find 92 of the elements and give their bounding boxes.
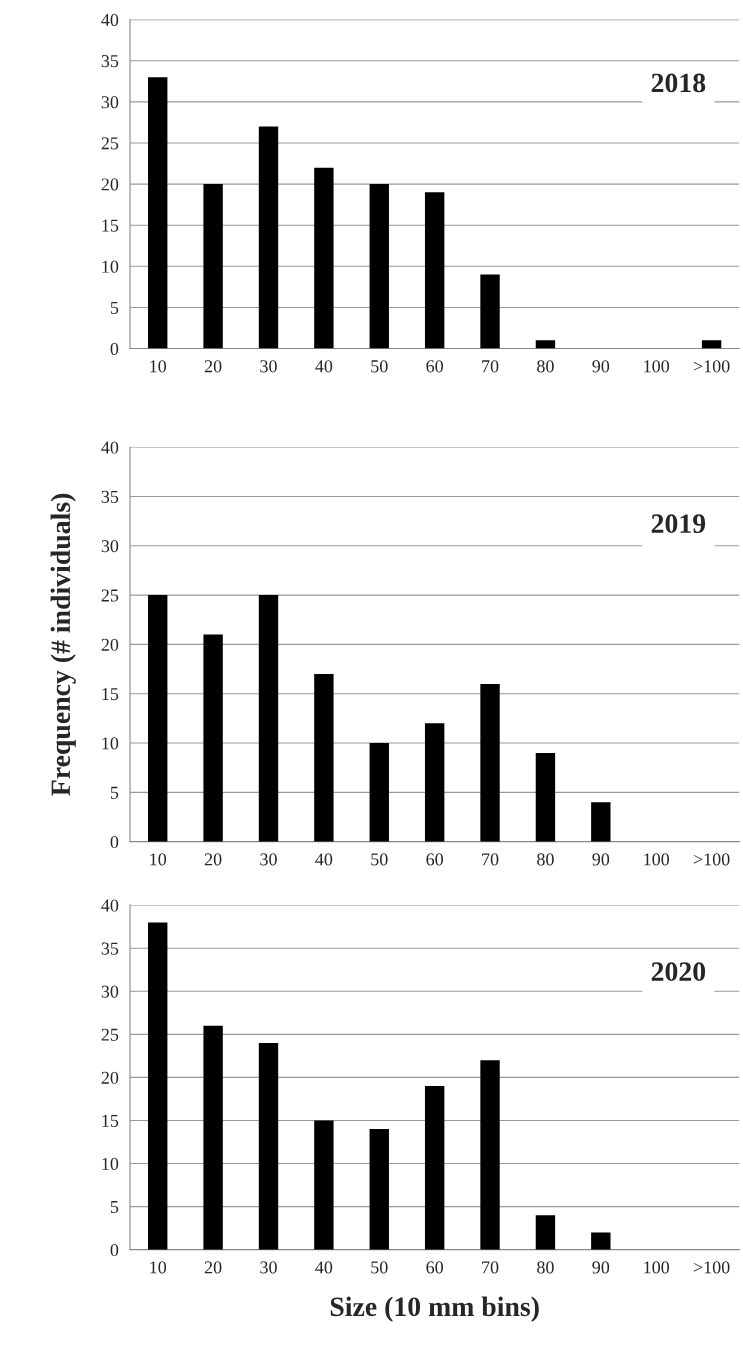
y-tick-label: 0 xyxy=(110,342,119,355)
x-tick-label: 20 xyxy=(204,853,222,866)
y-tick-label: 30 xyxy=(101,540,119,553)
x-tick-label: 50 xyxy=(371,853,388,866)
y-tick-label: 30 xyxy=(101,96,119,109)
bar xyxy=(314,167,334,349)
y-tick-label: 15 xyxy=(102,1114,119,1127)
x-tick-label: >100 xyxy=(693,360,730,373)
y-tick-label: 10 xyxy=(102,260,119,273)
annotation: 2019 xyxy=(651,514,706,534)
x-tick-label: 30 xyxy=(260,853,277,866)
y-tick-label: 40 xyxy=(101,441,119,454)
x-tick-label: 20 xyxy=(204,1261,222,1274)
x-tick-label: 50 xyxy=(371,360,388,373)
y-tick-label: 20 xyxy=(101,178,119,191)
bar xyxy=(314,674,334,842)
y-tick-label: 5 xyxy=(110,786,119,799)
y-tick-label: 40 xyxy=(101,13,119,27)
y-tick-label: 15 xyxy=(102,219,119,232)
bar xyxy=(535,340,556,349)
x-tick-label: 40 xyxy=(315,853,333,866)
bar xyxy=(424,192,445,349)
bar xyxy=(424,1086,445,1250)
bar xyxy=(148,922,168,1250)
bar xyxy=(203,184,223,349)
bar xyxy=(535,752,556,842)
x-axis-title: Size (10 mm bins) xyxy=(330,1296,539,1322)
bar xyxy=(203,634,223,842)
x-tick-label: 20 xyxy=(204,360,222,373)
x-tick-label: 40 xyxy=(315,360,333,373)
y-tick-label: 30 xyxy=(101,985,119,998)
y-tick-label: 0 xyxy=(110,835,119,849)
y-tick-label: 35 xyxy=(101,55,119,68)
bar xyxy=(369,184,389,349)
x-tick-label: 80 xyxy=(537,1261,554,1274)
x-tick-label: 80 xyxy=(537,360,554,373)
y-tick-label: 25 xyxy=(101,589,119,602)
y-tick-label: 35 xyxy=(101,490,119,503)
y-tick-label: 40 xyxy=(101,899,119,912)
y-tick-label: 35 xyxy=(101,942,119,955)
x-tick-label: 10 xyxy=(150,360,167,373)
y-tick-label: 25 xyxy=(101,137,119,150)
bar xyxy=(258,595,279,842)
annotation: 2018 xyxy=(651,73,706,93)
bar xyxy=(369,743,389,842)
x-tick-label: 30 xyxy=(260,1261,277,1274)
x-tick-label: 30 xyxy=(260,360,277,373)
y-tick-label: 0 xyxy=(110,1243,119,1257)
y-tick-label: 5 xyxy=(110,1201,119,1214)
x-tick-label: 100 xyxy=(644,853,670,866)
bar xyxy=(424,723,445,842)
y-tick-label: 25 xyxy=(101,1028,119,1041)
x-tick-label: >100 xyxy=(693,1261,730,1274)
bar xyxy=(535,1215,556,1250)
y-tick-label: 15 xyxy=(102,688,119,701)
x-tick-label: 90 xyxy=(592,853,610,866)
bar xyxy=(258,1042,279,1250)
bar xyxy=(148,595,168,842)
y-tick-label: 10 xyxy=(102,737,119,750)
y-tick-label: 20 xyxy=(101,1071,119,1084)
y-tick-label: 10 xyxy=(102,1157,119,1170)
bar xyxy=(701,340,722,349)
bar xyxy=(591,802,611,842)
x-tick-label: 50 xyxy=(371,1261,388,1274)
x-tick-label: 100 xyxy=(644,1261,670,1274)
x-tick-label: 10 xyxy=(150,1261,167,1274)
x-tick-label: 70 xyxy=(482,1261,499,1274)
x-tick-label: 10 xyxy=(150,853,167,866)
y-axis-title: Frequency (# individuals) xyxy=(50,493,76,796)
x-tick-label: 40 xyxy=(315,1261,333,1274)
x-tick-label: 80 xyxy=(537,853,554,866)
bar xyxy=(148,77,168,349)
x-tick-label: 70 xyxy=(482,853,499,866)
x-tick-label: 60 xyxy=(426,1261,443,1274)
x-tick-label: 60 xyxy=(426,360,443,373)
bar xyxy=(258,126,279,349)
x-tick-label: 100 xyxy=(644,360,670,373)
x-tick-label: 70 xyxy=(482,360,499,373)
bar xyxy=(369,1129,389,1250)
x-tick-label: 60 xyxy=(426,853,443,866)
x-tick-label: 90 xyxy=(592,1261,610,1274)
annotation: 2020 xyxy=(651,962,706,982)
x-tick-label: 90 xyxy=(592,360,610,373)
x-tick-label: >100 xyxy=(693,853,730,866)
bar xyxy=(591,1232,611,1250)
bar xyxy=(480,274,500,349)
bar xyxy=(480,1060,500,1250)
y-tick-label: 5 xyxy=(110,301,119,314)
y-tick-label: 20 xyxy=(101,638,119,651)
bar xyxy=(203,1025,223,1250)
bar xyxy=(480,683,500,842)
bar xyxy=(314,1120,334,1250)
